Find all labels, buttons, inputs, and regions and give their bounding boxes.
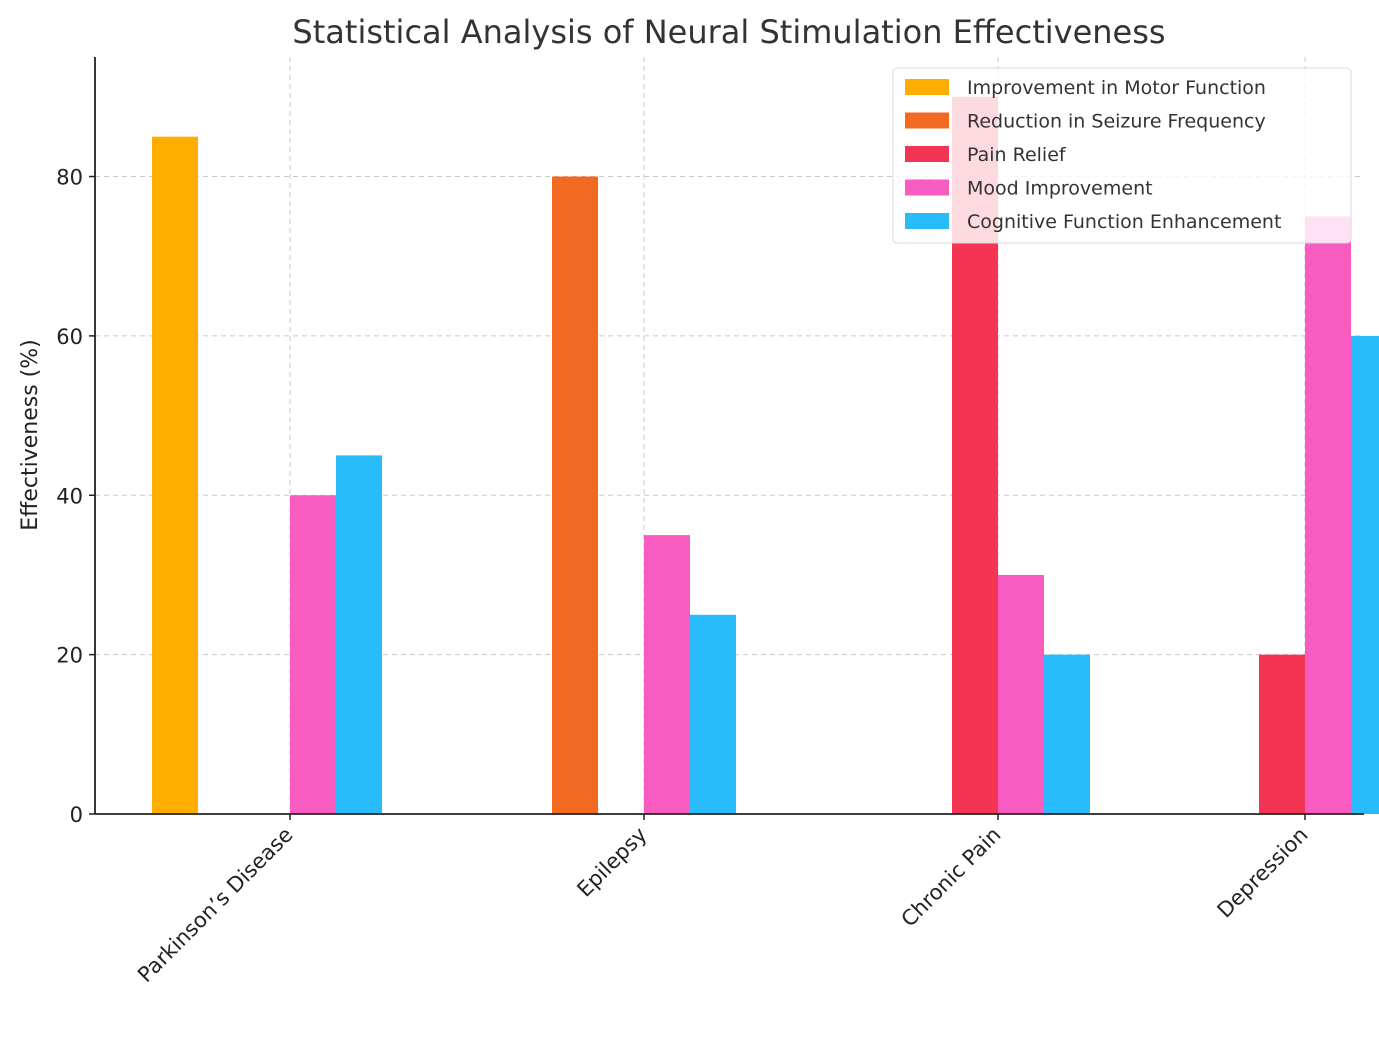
bar bbox=[1351, 335, 1379, 814]
axes bbox=[94, 57, 1364, 815]
bar bbox=[1044, 654, 1090, 814]
legend-label: Cognitive Function Enhancement bbox=[967, 211, 1281, 233]
bar bbox=[998, 574, 1044, 814]
bar bbox=[290, 495, 336, 814]
x-tick-label: Parkinson’s Disease bbox=[133, 823, 297, 987]
bar bbox=[336, 455, 382, 814]
bar bbox=[644, 535, 690, 814]
bar bbox=[1305, 216, 1351, 815]
y-axis-label: Effectiveness (%) bbox=[18, 339, 43, 530]
x-tick-label: Depression bbox=[1213, 823, 1313, 923]
legend-label: Reduction in Seizure Frequency bbox=[967, 111, 1266, 133]
legend-label: Pain Relief bbox=[967, 144, 1067, 166]
legend-label: Improvement in Motor Function bbox=[967, 77, 1266, 99]
legend-box bbox=[892, 67, 1352, 244]
x-tick-label: Epilepsy bbox=[572, 823, 651, 902]
legend-swatch bbox=[905, 179, 949, 196]
x-ticks: Parkinson’s Disease Epilepsy Chronic Pain D… bbox=[133, 814, 1313, 987]
x-tick-label: Chronic Pain bbox=[897, 823, 1006, 932]
legend-label: Mood Improvement bbox=[967, 178, 1153, 200]
chart-title: Statistical Analysis of Neural Stimulati… bbox=[292, 13, 1165, 51]
bar bbox=[1259, 654, 1305, 814]
legend-swatch bbox=[905, 213, 949, 229]
bar bbox=[552, 176, 598, 815]
legend-swatch bbox=[905, 79, 949, 95]
legend-swatch bbox=[905, 112, 949, 129]
y-tick-label: 0 bbox=[70, 803, 83, 827]
bar bbox=[690, 614, 736, 814]
bar bbox=[152, 136, 198, 814]
y-ticks: 0 20 40 60 80 bbox=[56, 166, 95, 827]
legend-swatch bbox=[905, 146, 949, 162]
y-tick-label: 60 bbox=[56, 325, 83, 349]
y-tick-label: 40 bbox=[56, 484, 83, 508]
legend: Improvement in Motor Function Reduction i… bbox=[892, 67, 1352, 244]
bars bbox=[152, 96, 1379, 815]
y-tick-label: 20 bbox=[56, 644, 83, 668]
y-tick-label: 80 bbox=[56, 166, 83, 190]
